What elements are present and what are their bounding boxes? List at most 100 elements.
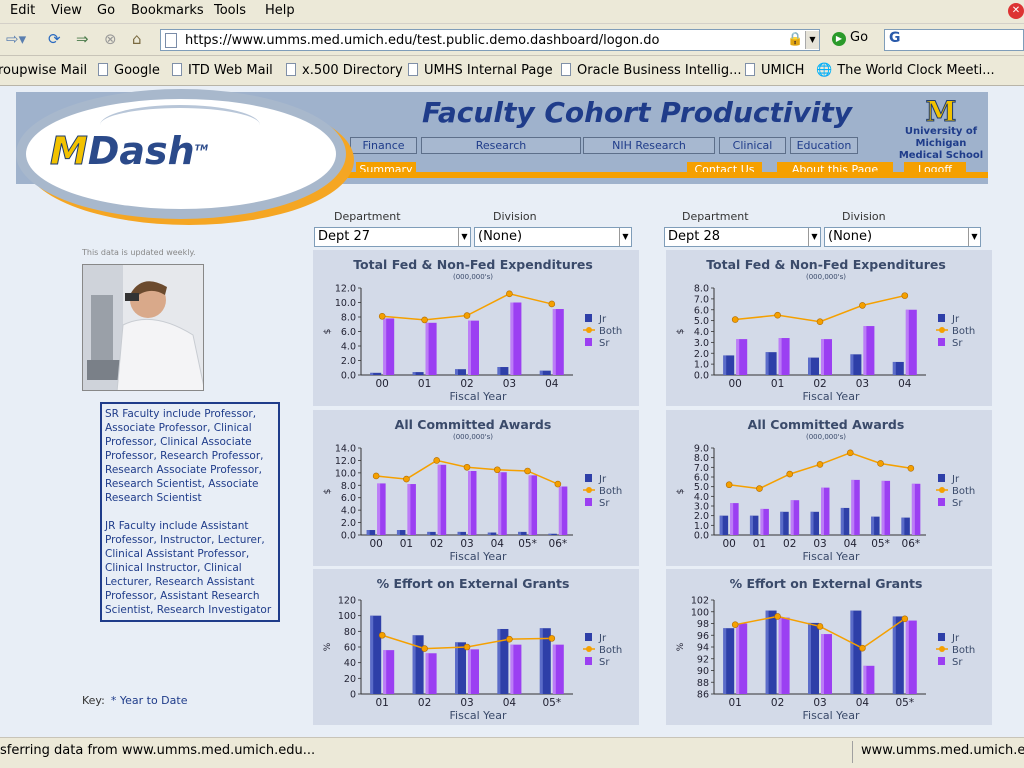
menu-tools[interactable]: Tools	[214, 3, 247, 18]
bar-jr	[548, 533, 557, 535]
legend-swatch-jr	[938, 633, 945, 641]
legend-label: Jr	[598, 633, 607, 644]
bar-sr-highlight	[437, 464, 441, 535]
page-icon	[745, 63, 755, 76]
chart-svg: % Effort on External Grants0204060801001…	[323, 576, 622, 722]
y-tick-label: 120	[338, 596, 356, 607]
sr-definition: SR Faculty include Professor, Associate …	[105, 408, 264, 504]
x-tick-label: 04	[844, 538, 858, 550]
bar-sr	[558, 486, 568, 535]
menu-help[interactable]: Help	[265, 3, 295, 18]
y-tick-label: 4.0	[341, 342, 356, 353]
x-tick-label: 00	[722, 538, 735, 550]
point-both	[463, 643, 471, 651]
bar-jr-highlight	[871, 516, 875, 535]
menu-edit[interactable]: Edit	[10, 3, 36, 18]
bar-sr	[863, 326, 875, 375]
bar-sr-highlight	[760, 508, 764, 535]
point-both	[524, 467, 531, 475]
tab-clinical[interactable]: Clinical	[719, 137, 786, 154]
chart-title: Total Fed & Non-Fed Expenditures	[706, 257, 946, 272]
point-both	[548, 635, 556, 642]
y-tick-label: 3.0	[694, 502, 709, 513]
chart-awards-dept28: All Committed Awards (000,000's) 0.0 1.0 2.0…	[666, 410, 992, 566]
bookmark-umich[interactable]: UMICH	[745, 63, 804, 78]
bar-sr-highlight	[425, 322, 429, 375]
reload-icon[interactable]: ⟳	[48, 30, 61, 48]
tab-finance[interactable]: Finance	[350, 137, 417, 154]
tab-nih-research[interactable]: NIH Research	[583, 137, 715, 154]
chevron-down-icon[interactable]: ▼	[805, 31, 819, 49]
legend-swatch-jr	[585, 633, 592, 641]
y-tick-label: 4.0	[341, 506, 356, 517]
bookmark-oracle[interactable]: Oracle Business Intellig...	[561, 63, 742, 78]
bar-jr-highlight	[370, 615, 374, 694]
x-tick-label: 04	[503, 697, 517, 709]
chart-awards-dept27: All Committed Awards (000,000's) 0.0 2.0 4.0…	[313, 410, 639, 566]
bookmark-groupwise[interactable]: roupwise Mail	[0, 63, 88, 78]
point-both	[816, 318, 824, 326]
menu-go[interactable]: Go	[97, 3, 116, 18]
point-both	[731, 316, 739, 323]
x-axis-label: Fiscal Year	[803, 550, 860, 563]
bar-sr	[736, 339, 748, 375]
y-tick-label: 90	[697, 666, 709, 677]
bar-jr-highlight	[808, 622, 811, 694]
bookmark-x500[interactable]: x.500 Directory	[286, 63, 403, 78]
legend-swatch-jr	[938, 314, 945, 322]
bar-sr-highlight	[778, 338, 782, 375]
menu-view[interactable]: View	[51, 3, 82, 18]
bar-sr	[863, 665, 875, 694]
tab-education[interactable]: Education	[790, 137, 858, 154]
chart-subtitle: (000,000's)	[453, 273, 493, 281]
bookmark-umhs[interactable]: UMHS Internal Page	[408, 63, 553, 78]
stop-icon[interactable]: ⊗	[104, 30, 117, 48]
close-icon[interactable]: ✕	[1008, 3, 1024, 19]
url-input[interactable]	[185, 32, 775, 49]
x-tick-label: 01	[771, 378, 784, 390]
address-bar[interactable]: 🔒 ▼	[160, 29, 820, 51]
y-tick-label: 0	[350, 690, 356, 701]
bar-jr-highlight	[850, 354, 854, 375]
bookmark-itd-web-mail[interactable]: ITD Web Mail	[172, 63, 273, 78]
bookmarks-toolbar: roupwise Mail Google ITD Web Mail x.500 …	[0, 56, 1024, 86]
bar-sr-highlight	[468, 649, 471, 694]
chart-effort-dept28: % Effort on External Grants 86 88 90 92 94 96 9…	[666, 569, 992, 725]
y-tick-label: 8.0	[341, 313, 356, 324]
bookmark-world-clock[interactable]: 🌐 The World Clock Meeti...	[816, 63, 995, 78]
bar-sr-highlight	[528, 475, 532, 535]
bar-sr	[510, 302, 522, 375]
go-button[interactable]: ▶ Go	[832, 30, 868, 46]
bar-sr	[790, 500, 800, 535]
y-axis-label: $	[676, 329, 686, 335]
bar-sr	[510, 644, 522, 694]
researcher-photo	[82, 264, 204, 391]
home-icon[interactable]: ⌂	[132, 30, 142, 48]
mdash-logo: MDashTM	[50, 129, 209, 174]
division-select-right[interactable]: (None) ▼	[824, 227, 981, 247]
bar-sr	[552, 644, 564, 694]
bar-sr	[881, 480, 891, 535]
y-tick-label: 6.0	[341, 493, 356, 504]
y-axis-label: $	[676, 489, 686, 495]
key-legend: Key: * Year to Date	[82, 694, 188, 707]
division-select-left[interactable]: (None) ▼	[474, 227, 632, 247]
y-tick-label: 100	[691, 607, 709, 618]
legend-marker-both	[586, 487, 592, 493]
department-select-right[interactable]: Dept 28 ▼	[664, 227, 821, 247]
point-both	[731, 621, 739, 628]
menu-bookmarks[interactable]: Bookmarks	[131, 3, 204, 18]
legend-label: Jr	[951, 474, 960, 485]
bookmark-google[interactable]: Google	[98, 63, 160, 78]
legend-label: Sr	[599, 498, 610, 509]
forward-icon[interactable]: ⇨▾	[6, 30, 27, 48]
point-both	[859, 302, 866, 309]
point-both	[506, 635, 513, 643]
bar-jr	[370, 372, 382, 375]
department-select-left[interactable]: Dept 27 ▼	[314, 227, 471, 247]
home-arrow-icon[interactable]: ⇒	[76, 30, 89, 48]
search-input[interactable]: G	[884, 29, 1024, 51]
y-tick-label: 80	[344, 627, 356, 638]
chart-svg: Total Fed & Non-Fed Expenditures(000,000…	[323, 257, 622, 403]
tab-research[interactable]: Research	[421, 137, 581, 154]
